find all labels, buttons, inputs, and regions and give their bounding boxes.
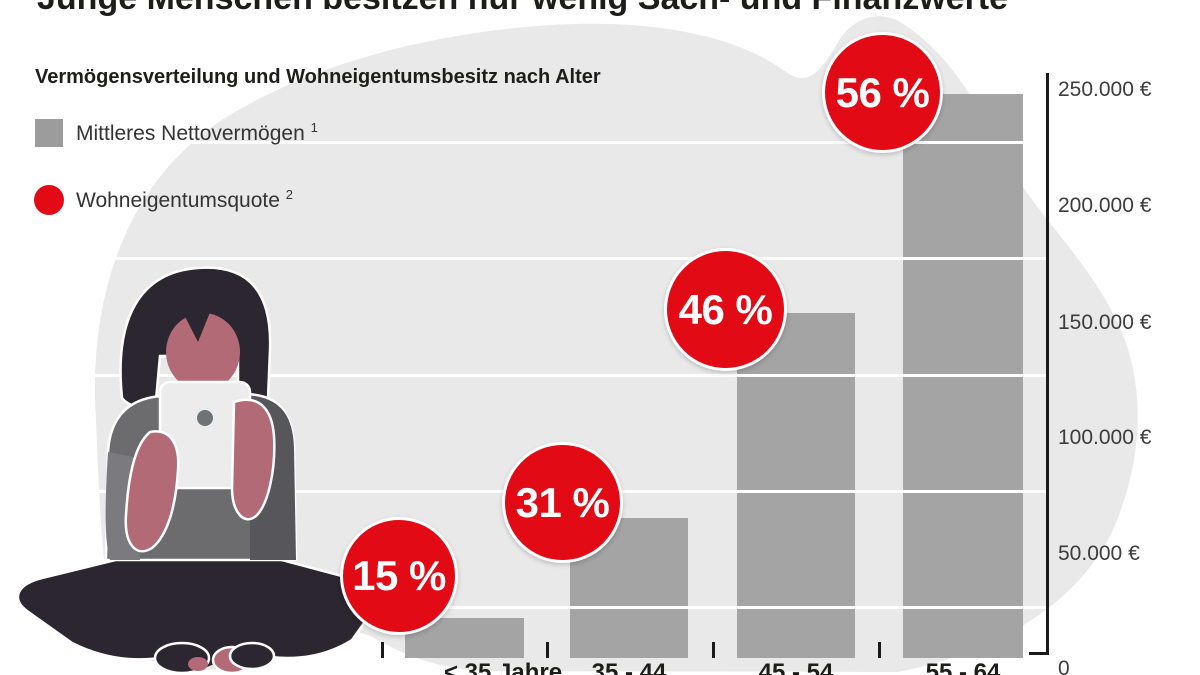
- y-tick-label: 150.000 €: [1058, 311, 1152, 334]
- x-tick: [546, 642, 549, 658]
- x-tick: [878, 642, 881, 658]
- legend-footnote-ref: 2: [285, 187, 293, 202]
- y-axis-line: [1046, 73, 1049, 655]
- gridline: [62, 606, 1046, 609]
- badge-value: 31 %: [515, 478, 610, 526]
- badge-under-35: 15 %: [340, 517, 458, 635]
- woman-hand-left: [124, 430, 180, 553]
- x-category-label: < 35 Jahre: [443, 659, 563, 675]
- tablet-camera-dot: [197, 410, 213, 426]
- legend-swatch-red-circle: [34, 185, 64, 215]
- legend-label: Wohneigentumsquote 2: [76, 187, 293, 213]
- woman-toe: [188, 657, 208, 671]
- x-category-label: 45 - 54: [758, 659, 834, 675]
- x-category-label: 35 - 44: [591, 659, 667, 675]
- woman-hair-top: [165, 276, 243, 322]
- badge-value: 56 %: [835, 68, 930, 116]
- badge-45-54: 46 %: [664, 248, 787, 371]
- badge-55-64: 56 %: [822, 32, 943, 153]
- woman-face: [166, 313, 240, 391]
- legend-label: Mittleres Nettovermögen 1: [76, 120, 318, 146]
- badge-35-44: 31 %: [502, 442, 623, 563]
- y-tick-label: 250.000 €: [1058, 78, 1152, 101]
- gridline: [62, 257, 1046, 260]
- legend-label-text: Wohneigentumsquote: [76, 189, 280, 212]
- gridline: [62, 141, 1046, 144]
- y-tick-label: 100.000 €: [1058, 426, 1152, 449]
- legend-footnote-ref: 1: [310, 120, 318, 135]
- bar-45-54: [737, 313, 855, 658]
- woman-hand-right: [230, 398, 276, 521]
- legend-item-nettovermoegen: Mittleres Nettovermögen 1: [35, 119, 318, 147]
- x-category-label: 55 - 64: [925, 659, 1001, 675]
- legend-label-text: Mittleres Nettovermögen: [76, 122, 305, 145]
- x-tick: [381, 642, 384, 658]
- page-title: Junge Menschen besitzen nur wenig Sach- …: [37, 0, 1008, 16]
- x-tick: [712, 642, 715, 658]
- woman-bangs: [175, 295, 217, 342]
- woman-figure: [16, 266, 380, 675]
- y-tick-label-zero: 0: [1058, 657, 1070, 675]
- gridline: [62, 374, 1046, 377]
- badge-value: 46 %: [678, 285, 773, 333]
- chart-subtitle: Vermögensverteilung und Wohneigentumsbes…: [35, 66, 601, 88]
- badge-value: 15 %: [352, 552, 446, 599]
- y-tick-label: 50.000 €: [1058, 542, 1140, 565]
- woman-foot: [228, 641, 276, 671]
- background-blob: [94, 16, 1138, 673]
- y-axis-foot: [1029, 652, 1049, 655]
- legend-item-wohneigentumsquote: Wohneigentumsquote 2: [34, 185, 293, 215]
- y-tick-label: 200.000 €: [1058, 194, 1152, 217]
- legend-swatch-gray-square: [35, 119, 63, 147]
